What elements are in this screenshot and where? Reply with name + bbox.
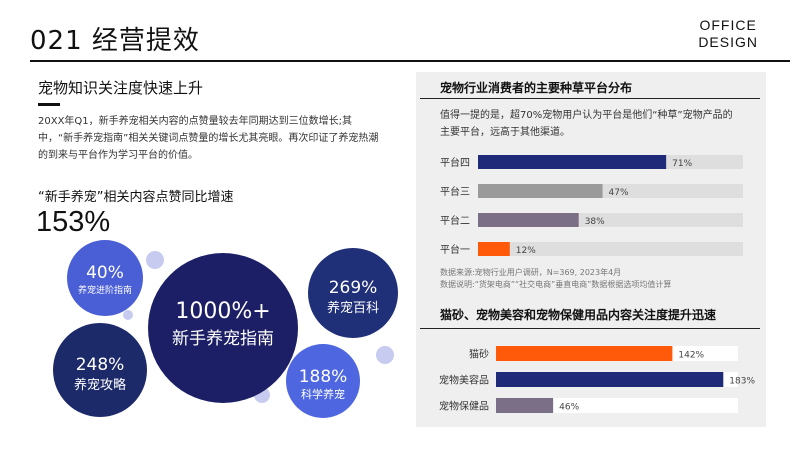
bar-value-label: 46% — [559, 403, 579, 413]
bar-value-label: 142% — [678, 351, 704, 361]
bar-value-label: 12% — [516, 246, 536, 256]
section-heading: 宠物知识关注度快速上升 — [38, 79, 204, 97]
brand-logo: OFFICE DESIGN — [698, 17, 758, 51]
chart1-notes: 数据来源:宠物行业用户调研，N=369, 2023年4月 数据说明:“货架电商”… — [440, 267, 671, 291]
heading-underline — [38, 103, 60, 106]
growth-subheading: “新手养宠”相关内容点赞同比增速 — [38, 190, 234, 205]
bubble-main-value: 1000%+ — [175, 299, 270, 324]
bar-category-label: 平台四 — [440, 156, 470, 169]
bar — [478, 213, 579, 227]
chart1-note-source: 数据来源:宠物行业用户调研，N=369, 2023年4月 — [440, 268, 622, 277]
category-bar-chart: 猫砂 142% 宠物美容品 183% 宠物保健品 46% — [439, 346, 755, 413]
bar — [496, 346, 673, 361]
bubble-advanced-circle — [67, 240, 143, 316]
chart1-title: 宠物行业消费者的主要种草平台分布 — [440, 81, 633, 95]
intro-paragraph: 20XX年Q1，新手养宠相关内容的点赞量较去年同期达到三位数增长;其中，“新手养… — [38, 116, 379, 161]
brand-line-2: DESIGN — [698, 34, 758, 50]
bubble-advanced: 40% 养宠进阶指南 — [67, 240, 143, 316]
bubble-science: 188% 科学养宠 — [286, 344, 360, 418]
page-title: 021 经营提效 — [30, 26, 200, 56]
bubble-strategy-value: 248% — [76, 355, 125, 375]
bubble-advanced-value: 40% — [86, 263, 124, 283]
bubble-science-circle — [286, 344, 360, 418]
brand-line-1: OFFICE — [699, 17, 757, 33]
bubble-strategy-circle — [53, 323, 147, 417]
decor-dot — [146, 251, 164, 269]
growth-big-number: 153% — [36, 206, 111, 238]
decor-dot — [123, 310, 133, 320]
bubble-main: 1000%+ 新手养宠指南 — [148, 253, 298, 403]
bar — [478, 242, 510, 256]
bubble-encyclopedia: 269% 养宠百科 — [308, 248, 398, 338]
bubble-strategy: 248% 养宠攻略 — [53, 323, 147, 417]
chart1-title-rule — [420, 98, 760, 99]
bubble-science-value: 188% — [299, 367, 348, 387]
bubble-advanced-label: 养宠进阶指南 — [78, 284, 132, 296]
bar-value-label: 47% — [609, 188, 629, 198]
bubble-encyclopedia-circle — [308, 248, 398, 338]
platform-bar-chart: 平台四 71% 平台三 47% 平台二 38% 平台一 12% — [440, 155, 743, 256]
bubble-main-label: 新手养宠指南 — [172, 329, 274, 349]
chart2-title: 猫砂、宠物美容和宠物保健用品内容关注度提升迅速 — [440, 308, 717, 322]
bubble-encyclopedia-label: 养宠百科 — [327, 300, 379, 316]
header-divider — [30, 60, 790, 62]
bubble-chart: 1000%+ 新手养宠指南 40% 养宠进阶指南 248% 养宠攻略 269% … — [53, 240, 398, 418]
bar-category-label: 平台二 — [440, 214, 470, 227]
bar-category-label: 平台一 — [440, 243, 470, 256]
chart1-description: 值得一提的是，超70%宠物用户认为平台是他们“种草”宠物产品的主要平台，远高于其… — [440, 110, 733, 138]
bar-value-label: 183% — [729, 377, 755, 387]
bar-category-label: 猫砂 — [469, 348, 489, 361]
bubble-strategy-label: 养宠攻略 — [74, 377, 126, 393]
bar-track — [478, 242, 743, 256]
bubble-science-label: 科学养宠 — [301, 387, 345, 401]
chart2-title-rule — [420, 328, 760, 329]
bar-value-label: 38% — [585, 217, 605, 227]
bar — [478, 184, 603, 198]
chart1-note-explain: 数据说明:“货架电商”“社交电商”垂直电商”数据根据选项均值计算 — [440, 280, 672, 289]
bar-value-label: 71% — [672, 159, 692, 169]
decor-dot — [376, 346, 394, 364]
bubble-encyclopedia-value: 269% — [329, 278, 378, 298]
bar — [478, 155, 667, 169]
bar-track — [496, 398, 738, 413]
bar-category-label: 宠物美容品 — [439, 374, 489, 387]
bubble-main-circle — [148, 253, 298, 403]
bar — [496, 398, 554, 413]
bar-category-label: 平台三 — [440, 185, 470, 198]
bar-category-label: 宠物保健品 — [439, 400, 489, 413]
bar — [496, 372, 724, 387]
